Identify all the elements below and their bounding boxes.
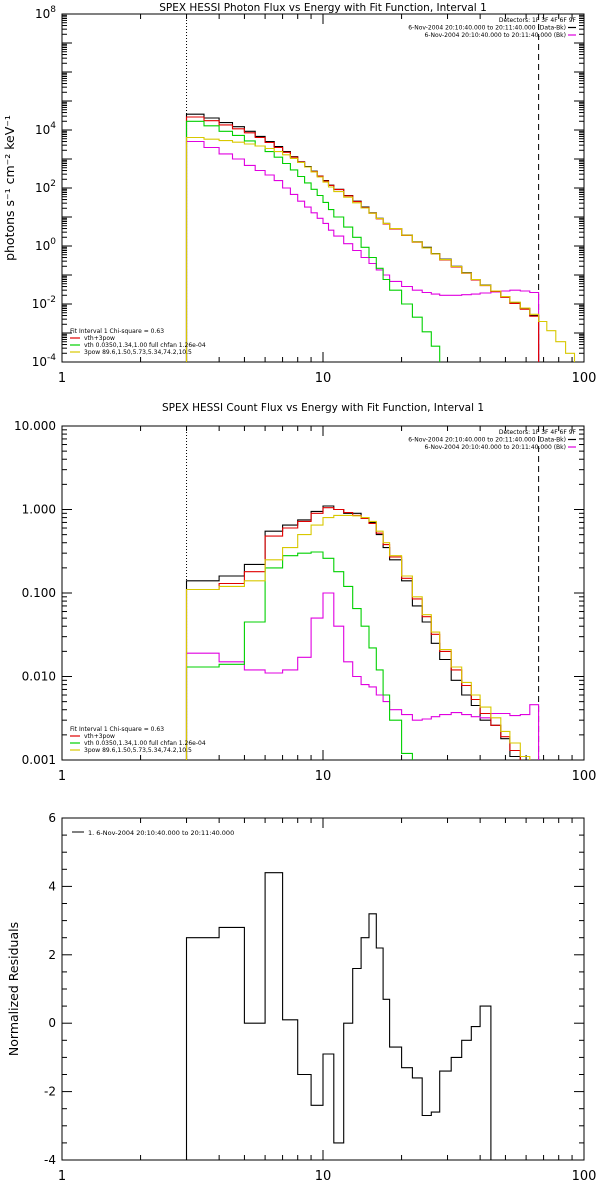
chart-panel-2: SPEX HESSI Count Flux vs Energy with Fit… bbox=[14, 402, 597, 784]
y-tick-label-base: 0.100 bbox=[22, 586, 56, 600]
y-tick-label-base: 2 bbox=[48, 948, 56, 962]
data-area bbox=[185, 113, 576, 362]
series-line bbox=[185, 140, 540, 362]
chart-panel-3: 1 10 100 -4 -2 0 2 4 6 Normalized Residuals 1. 6-N… bbox=[6, 811, 597, 1184]
legend-text: 3pow 89.6,1.50,5.73,5.34,74.2,10.5 bbox=[84, 747, 192, 754]
series-line bbox=[185, 592, 540, 760]
y-tick-label: 10-4 bbox=[32, 353, 57, 369]
y-tick-label: 102 bbox=[35, 179, 56, 195]
series-line bbox=[185, 551, 413, 760]
data-area bbox=[185, 872, 492, 1160]
y-tick-label-base: -4 bbox=[44, 1153, 56, 1167]
fit-legend-title: Fit Interval 1 Chi-square = 0.63 bbox=[70, 726, 164, 733]
x-tick-label: 100 bbox=[572, 769, 597, 784]
legend-text: vth+3pow bbox=[84, 733, 115, 740]
y-ticks bbox=[62, 425, 584, 761]
y-tick-label: 6 bbox=[48, 811, 56, 825]
y-tick-label-base: 6 bbox=[48, 811, 56, 825]
y-tick-label: -2 bbox=[44, 1085, 56, 1099]
y-tick-label: 1.000 bbox=[22, 503, 56, 517]
legend-text: 3pow 89.6,1.50,5.73,5.34,74.2,10.5 bbox=[84, 349, 192, 356]
series-line bbox=[185, 514, 531, 760]
y-tick-label: 0.100 bbox=[22, 586, 56, 600]
legend-text: vth 0.0350,1.34,1.00 full chfan 1.26e-04 bbox=[84, 740, 206, 747]
x-ticks bbox=[61, 426, 573, 760]
data-area bbox=[185, 505, 540, 760]
y-tick-label-exponent: -2 bbox=[47, 295, 56, 305]
x-tick-label: 1 bbox=[58, 1169, 66, 1184]
y-tick-label: 2 bbox=[48, 948, 56, 962]
x-tick-label: 10 bbox=[315, 769, 332, 784]
y-tick-label: 0.010 bbox=[22, 670, 56, 684]
y-tick-label: -4 bbox=[44, 1153, 56, 1167]
y-tick-label-base: 0.010 bbox=[22, 670, 56, 684]
y-tick-label: 104 bbox=[35, 121, 56, 137]
legend-text: 6-Nov-2004 20:10:40.000 to 20:11:40.000 … bbox=[408, 437, 566, 444]
y-axis-label: Normalized Residuals bbox=[6, 922, 21, 1056]
series-line bbox=[185, 505, 521, 760]
x-tick-label: 1 bbox=[58, 371, 66, 386]
x-tick-label: 100 bbox=[572, 1169, 597, 1184]
y-tick-label-base: 10 bbox=[32, 355, 47, 369]
y-tick-label: 0.001 bbox=[22, 753, 56, 767]
axis-frame bbox=[61, 817, 585, 1161]
y-tick-label-base: 1.000 bbox=[22, 503, 56, 517]
chart-title: SPEX HESSI Count Flux vs Energy with Fit… bbox=[162, 402, 484, 414]
y-tick-label: 10.000 bbox=[14, 419, 56, 433]
y-ticks bbox=[62, 13, 584, 363]
y-tick-label-base: 10 bbox=[35, 239, 50, 253]
x-tick-label: 10 bbox=[315, 1169, 332, 1184]
y-tick-label-base: 0 bbox=[48, 1016, 56, 1030]
y-tick-label-base: 10 bbox=[35, 123, 50, 137]
fit-legend-title: Fit Interval 1 Chi-square = 0.63 bbox=[70, 328, 164, 335]
y-tick-label-exponent: 4 bbox=[50, 121, 56, 131]
legend-text: 6-Nov-2004 20:10:40.000 to 20:11:40.000 … bbox=[408, 25, 566, 32]
y-tick-label: 100 bbox=[35, 237, 56, 253]
series-line bbox=[185, 120, 441, 362]
legend-text: vth 0.0350,1.34,1.00 full chfan 1.26e-04 bbox=[84, 342, 206, 349]
y-tick-label-base: 0.001 bbox=[22, 753, 56, 767]
x-ticks bbox=[61, 14, 573, 362]
chart-panel-1: SPEX HESSI Photon Flux vs Energy with Fi… bbox=[2, 2, 597, 386]
x-tick-label: 10 bbox=[315, 371, 332, 386]
series-line bbox=[185, 136, 576, 362]
y-tick-label: 10-2 bbox=[32, 295, 56, 311]
chart-title: SPEX HESSI Photon Flux vs Energy with Fi… bbox=[159, 2, 487, 14]
y-tick-label-base: 10 bbox=[35, 7, 50, 21]
legend-text: 6-Nov-2004 20:10:40.000 to 20:11:40.000 … bbox=[424, 444, 566, 451]
y-tick-label: 4 bbox=[48, 879, 56, 893]
y-tick-label-exponent: 2 bbox=[50, 179, 56, 189]
x-tick-label: 100 bbox=[572, 371, 597, 386]
series-line bbox=[185, 113, 540, 362]
y-tick-label-base: 10 bbox=[35, 181, 50, 195]
legend-text: Detectors: 1F 3F 4F 6F 9F bbox=[499, 17, 577, 24]
y-tick-label-exponent: 0 bbox=[50, 237, 56, 247]
y-ticks bbox=[62, 817, 584, 1161]
y-axis-label: photons s⁻¹ cm⁻² keV⁻¹ bbox=[2, 115, 17, 261]
y-tick-label-base: -2 bbox=[44, 1085, 56, 1099]
y-tick-label-base: 10.000 bbox=[14, 419, 56, 433]
y-tick-label-base: 4 bbox=[48, 879, 56, 893]
y-tick-label: 108 bbox=[35, 5, 56, 21]
y-tick-label-exponent: -4 bbox=[47, 353, 56, 363]
x-tick-label: 1 bbox=[58, 769, 66, 784]
y-tick-label: 0 bbox=[48, 1016, 56, 1030]
legend-text: 1. 6-Nov-2004 20:10:40.000 to 20:11:40.0… bbox=[88, 829, 234, 837]
series-line bbox=[185, 872, 492, 1160]
legend-text: vth+3pow bbox=[84, 335, 115, 342]
x-ticks bbox=[61, 818, 573, 1160]
series-line bbox=[185, 116, 540, 362]
y-tick-label-base: 10 bbox=[32, 297, 47, 311]
legend-text: Detectors: 1F 3F 4F 6F 9F bbox=[499, 429, 577, 436]
y-tick-label-exponent: 8 bbox=[50, 5, 56, 15]
series-line bbox=[185, 507, 521, 760]
legend-text: 6-Nov-2004 20:10:40.000 to 20:11:40.000 … bbox=[424, 32, 566, 39]
axis-frame bbox=[61, 13, 585, 363]
